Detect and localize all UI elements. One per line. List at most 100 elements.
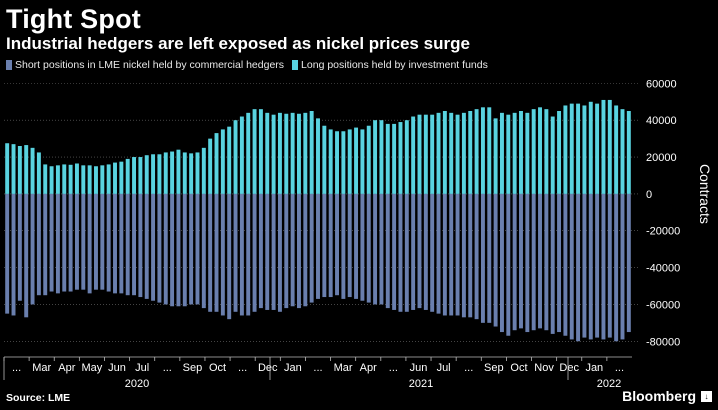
bar-short: [11, 193, 16, 316]
bar-long: [506, 114, 511, 194]
bar-long: [423, 114, 428, 194]
bar-long: [588, 101, 593, 194]
bar-short: [309, 193, 314, 303]
brand-label: Bloomberg: [622, 388, 696, 404]
bar-short: [607, 193, 612, 338]
bar-short: [55, 193, 60, 294]
bar-long: [220, 129, 225, 194]
bar-short: [303, 193, 308, 307]
bar-long: [125, 158, 130, 194]
bar-long: [499, 112, 504, 194]
bar-short: [17, 193, 22, 301]
bar-short: [151, 193, 156, 301]
x-tick-label: Sep: [183, 362, 203, 374]
bar-short: [24, 193, 29, 318]
bar-long: [430, 114, 435, 194]
bar-short: [100, 193, 105, 290]
bar-short: [455, 193, 460, 316]
bar-short: [87, 193, 92, 294]
bar-short: [614, 193, 619, 342]
bar-short: [506, 193, 511, 336]
bar-long: [87, 165, 92, 194]
bar-long: [303, 112, 308, 194]
y-tick-label: -40000: [646, 263, 680, 275]
bar-long: [277, 112, 282, 194]
bar-short: [125, 193, 130, 296]
bar-long: [455, 114, 460, 194]
bar-long: [468, 111, 473, 194]
bar-short: [113, 193, 117, 294]
x-tick-label: Dec: [559, 362, 579, 374]
bar-short: [62, 193, 67, 292]
bar-long: [512, 112, 517, 194]
x-tick-label: ...: [238, 362, 247, 374]
bar-short: [366, 193, 371, 303]
x-tick-label: ...: [389, 362, 398, 374]
bar-long: [271, 114, 276, 194]
bar-long: [442, 111, 447, 194]
y-tick-label: -60000: [646, 299, 680, 311]
bar-long: [284, 113, 289, 194]
bar-long: [17, 146, 22, 194]
bar-long: [493, 118, 498, 194]
bar-short: [588, 193, 593, 340]
bar-long: [201, 147, 206, 194]
bar-long: [297, 113, 301, 194]
bar-long: [290, 112, 295, 194]
bar-short: [284, 193, 289, 309]
bar-short: [290, 193, 295, 307]
bar-short: [68, 193, 73, 292]
bar-short: [252, 193, 257, 312]
bar-long: [11, 144, 16, 194]
bar-short: [341, 193, 346, 299]
bar-short: [182, 193, 187, 307]
source-note: Source: LME: [6, 392, 71, 404]
bar-long: [347, 129, 352, 194]
bar-short: [531, 193, 536, 331]
bar-short: [360, 193, 365, 301]
bar-short: [525, 193, 530, 333]
bar-long: [5, 143, 10, 194]
bar-long: [519, 111, 523, 194]
x-tick-label: Jul: [437, 362, 451, 374]
bar-long: [119, 161, 124, 194]
bar-long: [74, 163, 79, 194]
bar-short: [201, 193, 206, 309]
x-tick-label: Apr: [360, 362, 377, 374]
bar-long: [392, 123, 397, 194]
bar-short: [265, 193, 270, 310]
bar-short: [239, 193, 244, 316]
bar-short: [512, 193, 517, 331]
bar-long: [417, 114, 422, 194]
bar-short: [461, 193, 466, 318]
bar-short: [417, 193, 422, 309]
bar-long: [246, 112, 251, 194]
bar-long: [601, 99, 606, 194]
bar-short: [480, 193, 485, 323]
bar-long: [138, 157, 143, 194]
bar-long: [550, 116, 555, 194]
bar-long: [620, 109, 625, 194]
bar-short: [557, 193, 562, 333]
x-tick-label: Dec: [258, 362, 278, 374]
x-tick-label: ...: [12, 362, 21, 374]
bar-short: [576, 193, 581, 342]
bar-long: [461, 112, 466, 194]
bar-short: [474, 193, 479, 320]
bar-short: [227, 193, 232, 320]
bar-short: [74, 193, 79, 290]
bar-short: [246, 193, 251, 316]
bar-short: [328, 193, 333, 298]
bar-short: [36, 193, 41, 296]
bar-long: [480, 107, 485, 194]
bar-short: [233, 193, 238, 312]
bar-short: [379, 193, 384, 305]
bar-long: [341, 131, 346, 194]
bar-long: [144, 155, 149, 194]
bar-short: [189, 193, 194, 305]
bar-short: [195, 193, 200, 305]
bar-short: [449, 193, 454, 316]
x-tick-label: ...: [464, 362, 473, 374]
bar-short: [563, 193, 568, 336]
bar-short: [595, 193, 600, 338]
